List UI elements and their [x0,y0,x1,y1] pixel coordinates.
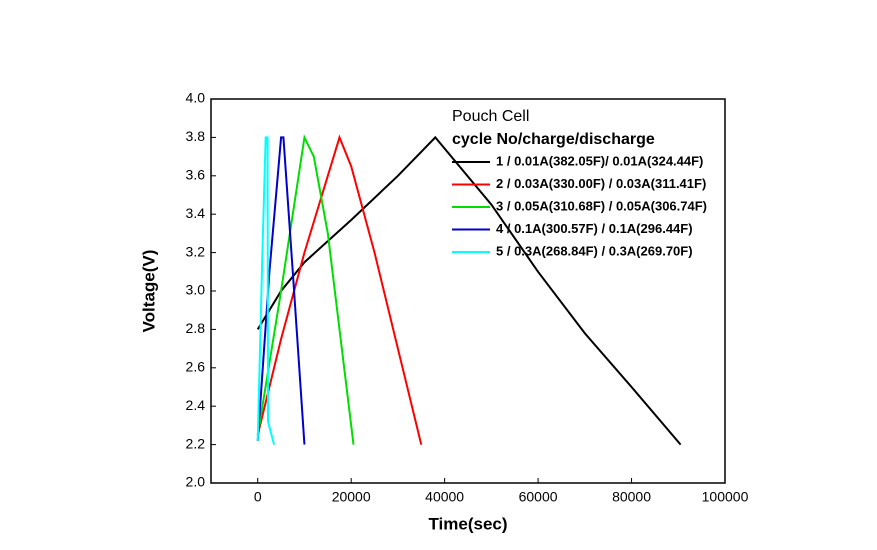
legend-label: 3 / 0.05A(310.68F) / 0.05A(306.74F) [496,198,707,213]
y-tick-label: 2.2 [186,435,206,451]
y-tick-label: 3.0 [186,282,206,298]
x-tick-label: 20000 [332,489,371,505]
y-tick-label: 2.8 [186,320,206,336]
y-tick-label: 2.6 [186,359,206,375]
y-tick-label: 3.8 [186,128,206,144]
series-line [256,134,423,445]
y-tick-label: 4.0 [186,90,206,106]
y-tick-label: 2.0 [186,474,206,490]
x-axis-title: Time(sec) [428,514,507,533]
x-tick-label: 100000 [702,489,749,505]
x-tick-label: 40000 [425,489,464,505]
y-tick-label: 3.4 [186,205,206,221]
x-tick-label: 80000 [612,489,651,505]
x-tick-label: 60000 [519,489,558,505]
x-tick-label: 0 [254,489,262,505]
y-tick-label: 3.6 [186,167,206,183]
series-line [256,135,682,446]
legend-title: Pouch Cell [452,108,529,125]
legend-label: 2 / 0.03A(330.00F) / 0.03A(311.41F) [496,176,706,191]
y-tick-label: 3.2 [186,243,206,259]
legend-label: 1 / 0.01A(382.05F)/ 0.01A(324.44F) [496,153,703,168]
legend-subtitle: cycle No/charge/discharge [452,131,655,148]
series-line [256,136,276,445]
legend-label: 4 / 0.1A(300.57F) / 0.1A(296.44F) [496,221,693,236]
y-tick-label: 2.4 [186,397,206,413]
y-axis-title: Voltage(V) [139,250,158,333]
legend-label: 5 / 0.3A(268.84F) / 0.3A(269.70F) [496,243,693,258]
series-line [256,134,355,445]
